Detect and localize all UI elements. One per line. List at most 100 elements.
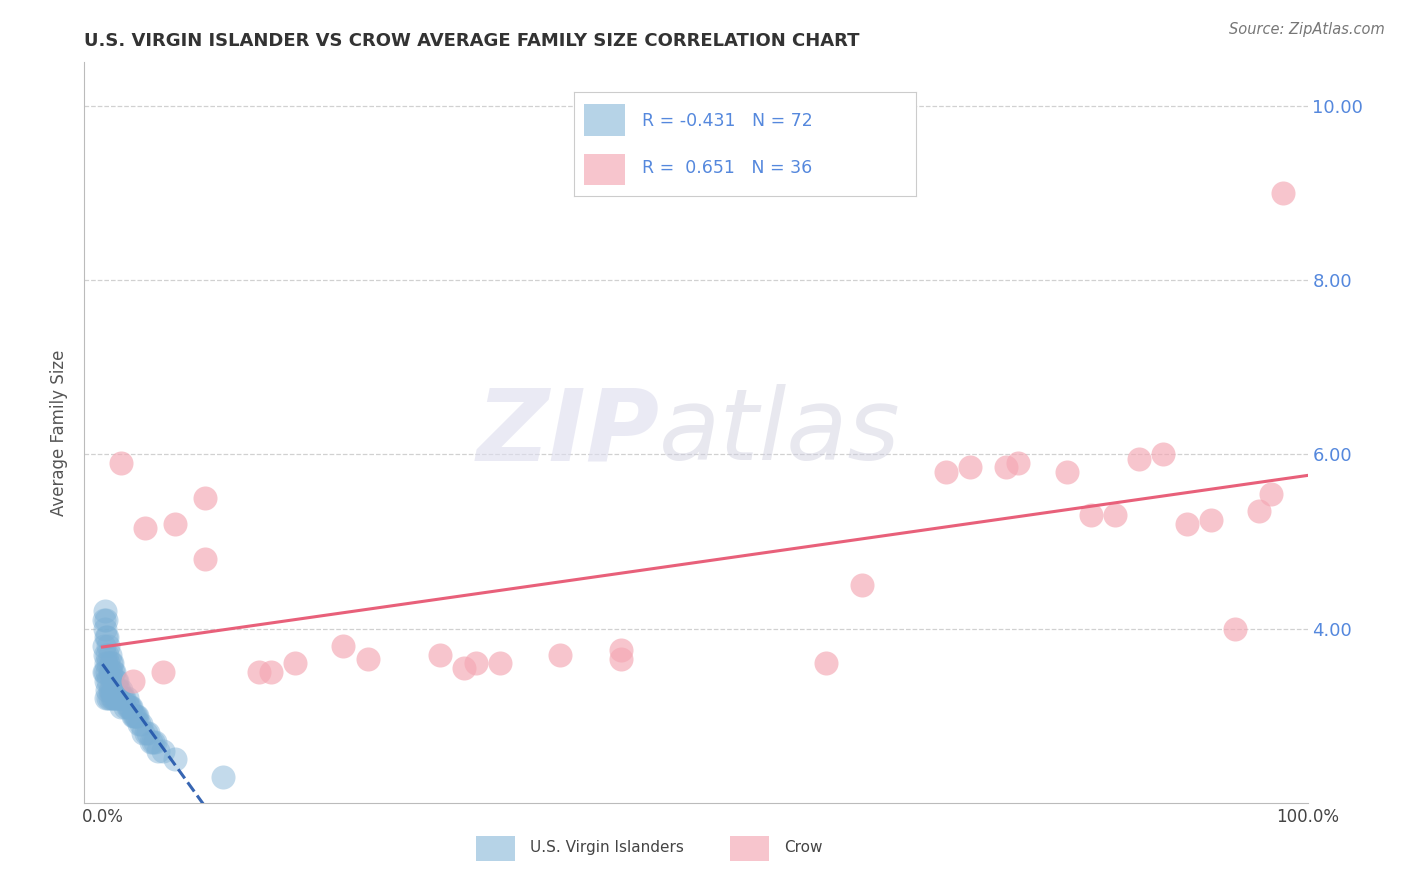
Point bbox=[1104, 508, 1126, 523]
Point bbox=[94, 630, 117, 644]
Point bbox=[94, 665, 117, 680]
Point bbox=[110, 682, 132, 697]
Point bbox=[1080, 508, 1102, 523]
Point bbox=[112, 691, 135, 706]
Point bbox=[103, 682, 125, 697]
Point bbox=[93, 639, 115, 653]
Point bbox=[98, 665, 121, 680]
Point bbox=[104, 691, 127, 706]
Point bbox=[1249, 504, 1271, 518]
Point bbox=[96, 665, 118, 680]
Point bbox=[1175, 517, 1198, 532]
Point bbox=[98, 648, 121, 662]
Point bbox=[96, 648, 118, 662]
Point bbox=[194, 552, 217, 566]
Point bbox=[103, 691, 125, 706]
Point bbox=[108, 682, 131, 697]
Point bbox=[145, 735, 167, 749]
Point bbox=[194, 491, 217, 505]
Point bbox=[935, 465, 957, 479]
Point bbox=[94, 622, 117, 636]
Point bbox=[118, 700, 141, 714]
Point bbox=[101, 673, 124, 688]
Point bbox=[163, 752, 186, 766]
Point bbox=[107, 682, 129, 697]
Point bbox=[1152, 447, 1174, 461]
Point bbox=[117, 700, 139, 714]
Point bbox=[110, 700, 132, 714]
Point bbox=[93, 665, 115, 680]
Point bbox=[332, 639, 354, 653]
Point bbox=[132, 726, 155, 740]
Point bbox=[129, 717, 152, 731]
Point bbox=[122, 708, 145, 723]
Point bbox=[98, 682, 121, 697]
Point bbox=[139, 735, 162, 749]
Point bbox=[1260, 486, 1282, 500]
Point bbox=[100, 682, 122, 697]
Point bbox=[128, 717, 150, 731]
Point bbox=[125, 708, 148, 723]
Point bbox=[97, 673, 120, 688]
Point bbox=[1199, 513, 1222, 527]
Point bbox=[103, 665, 125, 680]
Text: ZIP: ZIP bbox=[477, 384, 659, 481]
Point bbox=[100, 665, 122, 680]
Point bbox=[111, 691, 134, 706]
Point bbox=[111, 691, 134, 706]
Point bbox=[550, 648, 572, 662]
Point bbox=[127, 708, 149, 723]
Point bbox=[356, 652, 378, 666]
Point bbox=[609, 652, 631, 666]
Point bbox=[103, 691, 125, 706]
Point bbox=[98, 691, 121, 706]
Point bbox=[152, 665, 174, 680]
Point bbox=[212, 770, 235, 784]
Text: atlas: atlas bbox=[659, 384, 901, 481]
Point bbox=[465, 657, 488, 671]
Point bbox=[1056, 465, 1078, 479]
Point bbox=[94, 613, 117, 627]
Point bbox=[142, 735, 165, 749]
Point bbox=[93, 613, 115, 627]
Point bbox=[94, 691, 117, 706]
Point bbox=[107, 691, 129, 706]
Point bbox=[100, 657, 122, 671]
Point bbox=[115, 691, 138, 706]
Point bbox=[429, 648, 451, 662]
Point bbox=[110, 456, 132, 470]
Point bbox=[260, 665, 283, 680]
Point bbox=[97, 691, 120, 706]
Point bbox=[105, 673, 128, 688]
Point bbox=[163, 517, 186, 532]
Y-axis label: Average Family Size: Average Family Size bbox=[51, 350, 69, 516]
Point bbox=[489, 657, 512, 671]
Point bbox=[96, 630, 118, 644]
Point bbox=[97, 657, 120, 671]
Point bbox=[120, 700, 142, 714]
Point bbox=[124, 708, 146, 723]
Point bbox=[1128, 451, 1150, 466]
Point bbox=[105, 691, 128, 706]
Point bbox=[134, 521, 156, 535]
Point bbox=[851, 578, 873, 592]
Point bbox=[97, 639, 120, 653]
Point bbox=[135, 726, 157, 740]
Point bbox=[609, 643, 631, 657]
Point bbox=[94, 673, 117, 688]
Point bbox=[96, 682, 118, 697]
Point bbox=[136, 726, 159, 740]
Point bbox=[453, 661, 475, 675]
Point bbox=[103, 665, 125, 680]
Point bbox=[94, 648, 117, 662]
Text: U.S. VIRGIN ISLANDER VS CROW AVERAGE FAMILY SIZE CORRELATION CHART: U.S. VIRGIN ISLANDER VS CROW AVERAGE FAM… bbox=[84, 32, 860, 50]
Point bbox=[959, 460, 981, 475]
Point bbox=[114, 700, 136, 714]
Point bbox=[1225, 622, 1247, 636]
Point bbox=[120, 700, 142, 714]
Point bbox=[121, 708, 143, 723]
Point bbox=[94, 604, 117, 618]
Point bbox=[94, 657, 117, 671]
Point bbox=[108, 691, 131, 706]
Text: Source: ZipAtlas.com: Source: ZipAtlas.com bbox=[1229, 22, 1385, 37]
